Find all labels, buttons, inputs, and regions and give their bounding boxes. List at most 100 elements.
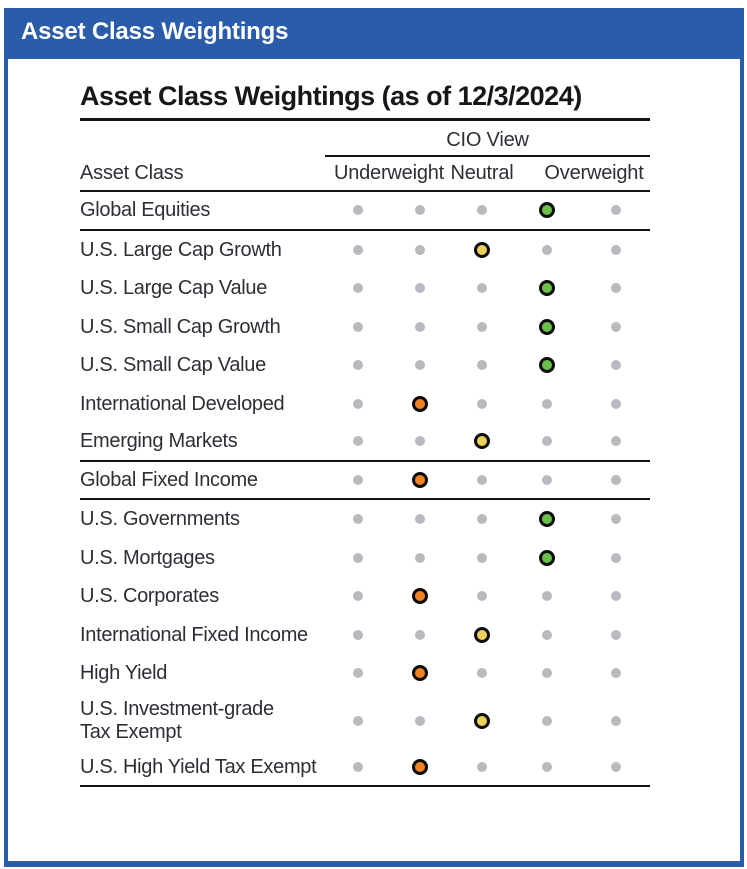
cio-view-dot-selected (412, 758, 428, 775)
scale-dot (353, 668, 363, 679)
cio-view-dot-selected (539, 549, 555, 566)
column-header-underweight: Underweight (333, 162, 445, 184)
cio-view-dot-selected (412, 588, 428, 605)
table-row: International Developed (80, 385, 650, 424)
asset-class-label: U.S. Investment-grade Tax Exempt (80, 698, 274, 743)
cio-view-dot-selected (539, 280, 555, 297)
scale-dot (353, 761, 363, 772)
scale-dot (542, 668, 552, 679)
table-row: U.S. Large Cap Value (80, 269, 650, 308)
scale-dot (415, 629, 425, 640)
table-row: Global Equities (80, 192, 650, 231)
scale-dot (477, 474, 487, 485)
cio-view-dot-selected (474, 433, 490, 450)
table-row: U.S. Mortgages (80, 539, 650, 578)
scale-dot (415, 244, 425, 255)
scale-dot (477, 514, 487, 525)
scale-dot (611, 244, 621, 255)
scale-dot (415, 715, 425, 726)
cio-view-group-header: CIO View (446, 129, 529, 151)
cio-view-dot-selected (412, 471, 428, 488)
asset-weightings-panel: Asset Class Weightings (as of 12/3/2024)… (4, 55, 744, 867)
asset-class-label: U.S. High Yield Tax Exempt (80, 755, 317, 778)
table-rows: Global Equities U.S. Large Cap Growth U.S.… (80, 192, 650, 787)
column-header-overweight: Overweight (544, 162, 644, 184)
scale-dot (477, 205, 487, 216)
table-title: Asset Class Weightings (as of 12/3/2024) (80, 81, 582, 111)
scale-dot (611, 591, 621, 602)
scale-dot (611, 552, 621, 563)
scale-dot (415, 514, 425, 525)
title-rule (80, 118, 650, 121)
scale-dot (415, 283, 425, 294)
scale-dot (611, 715, 621, 726)
asset-class-label: U.S. Small Cap Value (80, 354, 266, 377)
scale-dot (611, 668, 621, 679)
scale-dot (415, 205, 425, 216)
scale-dot (353, 360, 363, 371)
scale-dot (611, 205, 621, 216)
table-row: U.S. Investment-grade Tax Exempt (80, 693, 650, 749)
column-header-neutral: Neutral (450, 162, 514, 184)
scale-dot (477, 552, 487, 563)
scale-dot (611, 321, 621, 332)
scale-dot (542, 629, 552, 640)
scale-dot (477, 360, 487, 371)
panel-content: Asset Class Weightings (as of 12/3/2024)… (80, 59, 666, 861)
scale-dot (611, 398, 621, 409)
section-header-bar: Asset Class Weightings (4, 8, 744, 55)
header-rule (80, 190, 650, 192)
cio-view-rule (325, 155, 650, 157)
scale-dot (353, 552, 363, 563)
scale-dot (477, 398, 487, 409)
table-row: U.S. Governments (80, 500, 650, 539)
scale-dot (353, 591, 363, 602)
scale-dot (415, 436, 425, 447)
scale-dot (353, 474, 363, 485)
scale-dot (353, 283, 363, 294)
scale-dot (477, 761, 487, 772)
asset-class-label: Global Equities (80, 199, 211, 222)
scale-dot (477, 668, 487, 679)
table-row: High Yield (80, 654, 650, 693)
asset-class-label: U.S. Corporates (80, 585, 219, 608)
scale-dot (415, 321, 425, 332)
cio-view-dot-selected (539, 202, 555, 219)
asset-class-label: U.S. Mortgages (80, 546, 215, 569)
scale-dot (353, 205, 363, 216)
scale-dot (611, 283, 621, 294)
asset-class-label: U.S. Large Cap Growth (80, 238, 282, 261)
column-header-asset-class: Asset Class (80, 162, 184, 184)
table-row: U.S. Large Cap Growth (80, 231, 650, 270)
scale-dot (611, 761, 621, 772)
scale-dot (415, 360, 425, 371)
asset-class-label: U.S. Small Cap Growth (80, 315, 281, 338)
section-header-title: Asset Class Weightings (21, 18, 289, 45)
scale-dot (353, 321, 363, 332)
scale-dot (477, 591, 487, 602)
scale-dot (542, 715, 552, 726)
asset-class-label: Emerging Markets (80, 430, 238, 453)
scale-dot (353, 398, 363, 409)
scale-dot (542, 761, 552, 772)
cio-view-dot-selected (539, 357, 555, 374)
scale-dot (353, 436, 363, 447)
cio-view-dot-selected (412, 665, 428, 682)
scale-dot (477, 283, 487, 294)
table-row: Emerging Markets (80, 423, 650, 462)
scale-dot (415, 552, 425, 563)
scale-dot (353, 514, 363, 525)
scale-dot (611, 436, 621, 447)
scale-dot (353, 629, 363, 640)
scale-dot (611, 629, 621, 640)
table-row: U.S. Small Cap Value (80, 346, 650, 385)
cio-view-dot-selected (474, 241, 490, 258)
scale-dot (477, 321, 487, 332)
cio-view-dot-selected (474, 626, 490, 643)
scale-dot (542, 244, 552, 255)
scale-dot (542, 474, 552, 485)
cio-view-dot-selected (412, 395, 428, 412)
asset-class-label: International Developed (80, 392, 285, 415)
asset-class-label: U.S. Governments (80, 508, 240, 531)
asset-class-label: International Fixed Income (80, 623, 308, 646)
